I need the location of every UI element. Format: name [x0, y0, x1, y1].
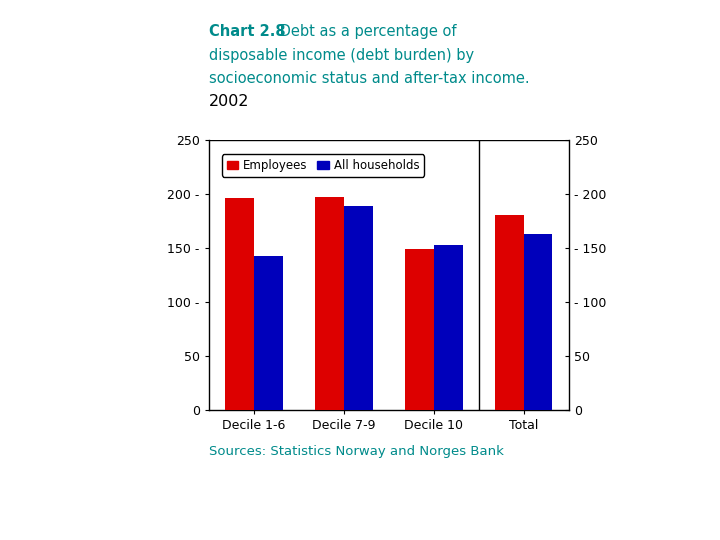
Text: Chart 2.8: Chart 2.8 [209, 24, 285, 39]
Text: disposable income (debt burden) by: disposable income (debt burden) by [209, 48, 474, 63]
Text: Debt as a percentage of: Debt as a percentage of [275, 24, 456, 39]
Bar [344, 206, 373, 410]
Text: Sources: Statistics Norway and Norges Bank: Sources: Statistics Norway and Norges Ba… [209, 446, 504, 458]
Bar [225, 198, 254, 410]
Text: socioeconomic status and after-tax income.: socioeconomic status and after-tax incom… [209, 71, 529, 86]
Bar [495, 215, 523, 410]
Bar [315, 197, 344, 410]
Bar [405, 249, 433, 410]
Bar [254, 256, 283, 410]
Bar [433, 245, 462, 410]
Text: 2002: 2002 [209, 94, 249, 109]
Legend: Employees, All households: Employees, All households [222, 154, 424, 177]
Bar [523, 234, 552, 410]
